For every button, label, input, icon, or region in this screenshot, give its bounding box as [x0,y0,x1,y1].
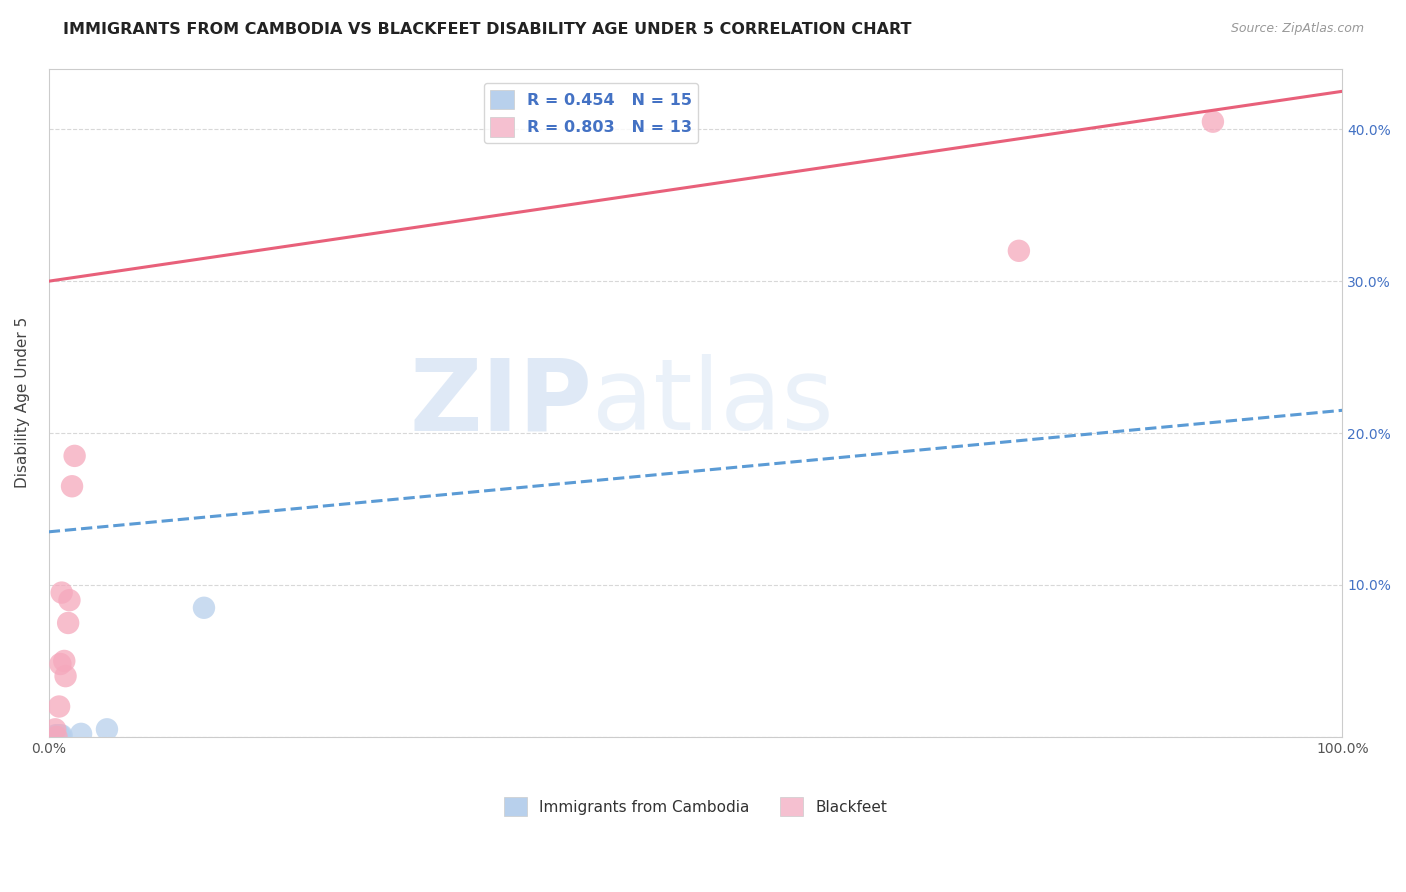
Text: IMMIGRANTS FROM CAMBODIA VS BLACKFEET DISABILITY AGE UNDER 5 CORRELATION CHART: IMMIGRANTS FROM CAMBODIA VS BLACKFEET DI… [63,22,911,37]
Point [49,657,72,671]
Point [60,479,83,493]
Point [44,730,66,744]
Point [193,600,215,615]
Point [45,728,67,742]
Point [53,654,76,668]
Point [56,615,79,630]
Text: atlas: atlas [592,354,834,451]
Point [42,730,65,744]
Point [1008,244,1031,258]
Point [41,730,63,744]
Point [1202,114,1225,128]
Point [44,723,66,737]
Point [48,699,70,714]
Point [51,728,73,742]
Y-axis label: Disability Age Under 5: Disability Age Under 5 [15,317,30,488]
Point [46,728,69,742]
Point [96,723,118,737]
Point [58,593,80,607]
Point [51,585,73,599]
Text: Source: ZipAtlas.com: Source: ZipAtlas.com [1230,22,1364,36]
Text: ZIP: ZIP [409,354,592,451]
Point [49,728,72,742]
Point [48,730,70,744]
Point [70,727,93,741]
Point [48,728,70,742]
Point [44,728,66,742]
Legend: Immigrants from Cambodia, Blackfeet: Immigrants from Cambodia, Blackfeet [498,791,893,822]
Point [45,730,67,744]
Point [63,449,86,463]
Point [55,669,77,683]
Point [45,730,67,744]
Point [46,730,69,744]
